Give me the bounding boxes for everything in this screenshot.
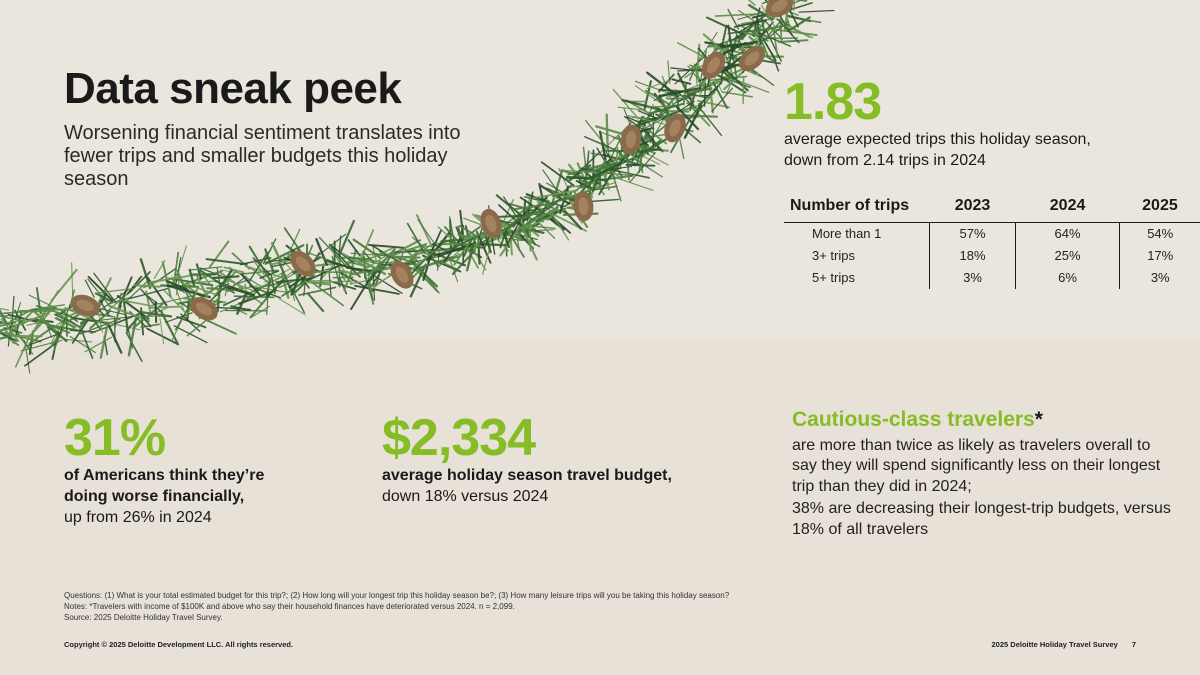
table-cell: 5+ trips: [812, 270, 855, 285]
americans-stat-line2: doing worse financially,: [64, 487, 245, 505]
table-cell: 25%: [1014, 245, 1120, 267]
page-number: 7: [1131, 640, 1136, 649]
table-row: More than 1 57% 64% 54%: [784, 222, 1200, 245]
table-header-cell: 2025: [1119, 192, 1200, 223]
table-header-cell: 2023: [929, 192, 1016, 223]
table-header-cell: Number of trips: [784, 192, 930, 223]
trips-stat-value: 1.83: [784, 73, 882, 131]
table-cell: 64%: [1014, 222, 1120, 245]
pine-garland-image: [0, 0, 835, 374]
footnotes: Questions: (1) What is your total estima…: [64, 590, 729, 624]
americans-stat-value: 31%: [64, 409, 166, 467]
footnote-source: Source: 2025 Deloitte Holiday Travel Sur…: [64, 613, 223, 623]
footnote-notes: Notes: *Travelers with income of $100K a…: [64, 602, 515, 612]
table-row: 5+ trips 3% 6% 3%: [784, 267, 1200, 289]
cautious-class-body2: 38% are decreasing their longest-trip bu…: [792, 500, 1171, 538]
trips-table: Number of trips 2023 2024 2025 More than…: [784, 192, 1200, 289]
americans-stat-line3: up from 26% in 2024: [64, 508, 212, 526]
cautious-class-body1: are more than twice as likely as travele…: [792, 437, 1161, 495]
budget-stat-line2: down 18% versus 2024: [382, 487, 549, 505]
page-subtitle: Worsening financial sentiment translates…: [64, 122, 461, 191]
table-cell: 18%: [929, 245, 1016, 267]
table-header-row: Number of trips 2023 2024 2025: [784, 192, 1200, 223]
copyright-text: Copyright © 2025 Deloitte Development LL…: [64, 640, 294, 649]
table-cell: 54%: [1119, 222, 1200, 245]
table-cell: More than 1: [812, 226, 882, 241]
table-cell: 57%: [929, 222, 1016, 245]
cautious-class-title-text: Cautious-class travelers: [792, 408, 1035, 431]
budget-stat-line1: average holiday season travel budget,: [382, 467, 672, 484]
table-cell: 3+ trips: [812, 248, 855, 263]
trips-stat-line2: down from 2.14 trips in 2024: [784, 151, 986, 169]
trips-stat-text: average expected trips this holiday seas…: [784, 130, 1091, 172]
table-cell: 3%: [929, 267, 1016, 289]
table-row: 3+ trips 18% 25% 17%: [784, 245, 1200, 267]
table-header-cell: 2024: [1015, 192, 1120, 223]
budget-stat-text: average holiday season travel budget, do…: [382, 466, 672, 508]
footer-right: 2025 Deloitte Holiday Travel Survey 7: [992, 640, 1136, 649]
table-cell: 6%: [1014, 267, 1120, 289]
budget-stat-value: $2,334: [382, 409, 536, 467]
trips-stat-line1: average expected trips this holiday seas…: [784, 131, 1091, 148]
footnote-star: *: [1034, 408, 1043, 431]
survey-name: 2025 Deloitte Holiday Travel Survey: [991, 640, 1118, 649]
cautious-class-block: Cautious-class travelers* are more than …: [792, 408, 1172, 540]
table-cell: 17%: [1119, 245, 1200, 267]
background-band: [0, 340, 1200, 675]
americans-stat-line1: of Americans think they’re: [64, 467, 265, 484]
americans-stat-text: of Americans think they’re doing worse f…: [64, 466, 264, 528]
table-cell: 3%: [1119, 267, 1200, 289]
cautious-class-title: Cautious-class travelers*: [792, 408, 1172, 432]
footnote-questions: Questions: (1) What is your total estima…: [64, 591, 730, 600]
page-title: Data sneak peek: [64, 64, 402, 113]
